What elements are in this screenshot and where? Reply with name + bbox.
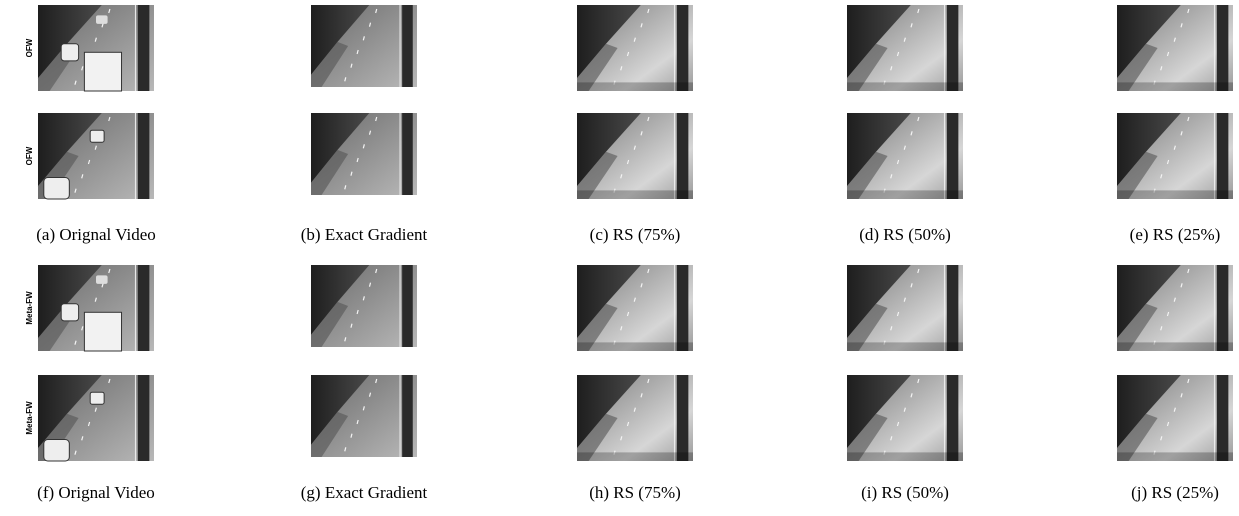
vignette bbox=[577, 82, 693, 91]
video-frame bbox=[38, 113, 154, 199]
row-label: OFW bbox=[25, 38, 34, 57]
vignette bbox=[847, 190, 963, 199]
caption: (i) RS (50%) bbox=[861, 483, 949, 502]
rail bbox=[677, 375, 689, 461]
rail bbox=[402, 265, 413, 347]
rail bbox=[402, 5, 413, 87]
rail bbox=[1217, 113, 1229, 199]
car bbox=[44, 440, 70, 462]
truck bbox=[84, 52, 121, 91]
vignette bbox=[847, 452, 963, 461]
rail bbox=[138, 265, 150, 351]
video-frame bbox=[847, 265, 963, 351]
video-frame bbox=[847, 113, 963, 199]
video-frame bbox=[1117, 375, 1233, 461]
rail bbox=[947, 5, 959, 91]
rail bbox=[1217, 375, 1229, 461]
rail bbox=[947, 265, 959, 351]
car bbox=[96, 15, 108, 24]
video-frame bbox=[311, 375, 417, 457]
caption: (f) Orignal Video bbox=[37, 483, 155, 502]
rail bbox=[1217, 5, 1229, 91]
rail bbox=[677, 5, 689, 91]
video-frame bbox=[1117, 113, 1233, 199]
caption: (d) RS (50%) bbox=[859, 225, 951, 244]
video-frame bbox=[577, 5, 693, 91]
vignette bbox=[847, 82, 963, 91]
caption: (a) Orignal Video bbox=[36, 225, 156, 244]
video-frame bbox=[311, 265, 417, 347]
caption: (j) RS (25%) bbox=[1131, 483, 1219, 502]
rail bbox=[138, 375, 150, 461]
figure: OFW OFW (a) Orignal Video (b) Exact Gradien… bbox=[0, 0, 1239, 516]
caption: (b) Exact Gradient bbox=[301, 225, 428, 244]
video-frame bbox=[311, 113, 417, 195]
rail bbox=[677, 113, 689, 199]
car bbox=[61, 304, 78, 321]
video-frame bbox=[38, 5, 154, 91]
rail bbox=[402, 113, 413, 195]
vignette bbox=[847, 342, 963, 351]
rail bbox=[947, 113, 959, 199]
rail bbox=[1217, 265, 1229, 351]
rail bbox=[677, 265, 689, 351]
rail bbox=[138, 5, 150, 91]
video-frame bbox=[577, 113, 693, 199]
vignette bbox=[1117, 190, 1233, 199]
car bbox=[90, 392, 104, 404]
caption: (h) RS (75%) bbox=[589, 483, 681, 502]
video-frame bbox=[847, 5, 963, 91]
video-frame bbox=[847, 375, 963, 461]
video-frame bbox=[577, 375, 693, 461]
car bbox=[96, 275, 108, 284]
video-frame bbox=[38, 375, 154, 461]
video-frame bbox=[311, 5, 417, 87]
video-frame bbox=[38, 265, 154, 351]
vignette bbox=[1117, 82, 1233, 91]
video-frame bbox=[1117, 265, 1233, 351]
rail bbox=[402, 375, 413, 457]
vignette bbox=[577, 342, 693, 351]
caption: (c) RS (75%) bbox=[590, 225, 681, 244]
vignette bbox=[577, 190, 693, 199]
row-label: OFW bbox=[25, 146, 34, 165]
video-frame bbox=[1117, 5, 1233, 91]
vignette bbox=[577, 452, 693, 461]
row-label: Meta-FW bbox=[25, 291, 34, 325]
caption: (e) RS (25%) bbox=[1130, 225, 1221, 244]
vignette bbox=[1117, 452, 1233, 461]
rail bbox=[138, 113, 150, 199]
vignette bbox=[1117, 342, 1233, 351]
car bbox=[61, 44, 78, 61]
truck bbox=[84, 312, 121, 351]
caption: (g) Exact Gradient bbox=[301, 483, 428, 502]
row-label: Meta-FW bbox=[25, 401, 34, 435]
car bbox=[90, 130, 104, 142]
video-frame bbox=[577, 265, 693, 351]
car bbox=[44, 178, 70, 200]
rail bbox=[947, 375, 959, 461]
